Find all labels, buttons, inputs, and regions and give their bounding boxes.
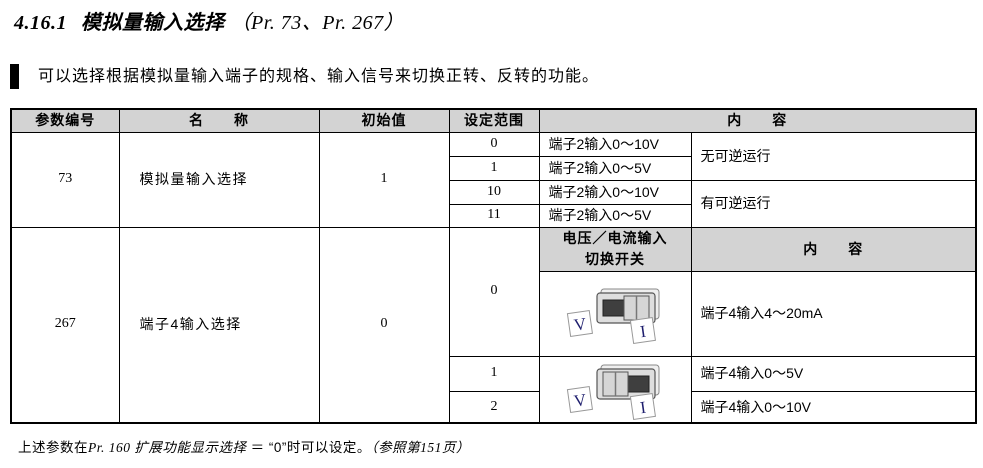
setting-value-cell: 0: [448, 131, 540, 157]
content-cell-no-reverse: 无可逆运行: [690, 131, 977, 181]
param-name-cell-267: 端子4输入选择: [118, 226, 320, 424]
subheader-switch: 电压／电流输入 切换开关: [538, 226, 692, 272]
footnote-page-reference: （参照第151页）: [370, 440, 470, 456]
header-name: 名 称: [118, 108, 320, 133]
setting-value-cell: 11: [448, 203, 540, 228]
switch-image-cell: V I: [538, 270, 692, 357]
section-parameters: （Pr. 73、Pr. 267）: [230, 12, 405, 34]
switch-image-cell: V I: [538, 355, 692, 424]
table-row: 73 模拟量输入选择 1 0 端子2输入0～10V 无可逆运行: [10, 131, 977, 228]
table-row: 11 端子2输入0～5V: [11, 203, 976, 228]
param-number-cell-73: 73: [10, 131, 120, 228]
switch-label-v: V: [573, 390, 589, 411]
setting-value-cell: 1: [448, 155, 540, 181]
initial-value-cell-267: 0: [318, 226, 450, 424]
content-cell: 端子4输入4～20mA: [690, 270, 977, 357]
table-header-row: 参数编号 名 称 初始值 设定范围 内 容: [10, 108, 977, 133]
table-row: 1 V I 端子4输入0～: [11, 355, 977, 424]
setting-value-cell: 2: [448, 390, 540, 424]
switch-label-i: I: [639, 322, 648, 342]
signal-cell: 端子2输入0～5V: [538, 203, 692, 228]
signal-cell: 端子2输入0～5V: [538, 155, 692, 181]
param-number-cell-267: 267: [10, 226, 120, 424]
header-param-number: 参数编号: [10, 108, 120, 133]
signal-cell: 端子2输入0～10V: [538, 179, 692, 205]
section-heading: 4.16.1 模拟量输入选择 （Pr. 73、Pr. 267）: [14, 6, 983, 35]
content-cell: 端子4输入0～5V: [690, 355, 977, 392]
header-setting-range: 设定范围: [448, 108, 540, 133]
footnote: 上述参数在Pr. 160 扩展功能显示选择 ＝ “0”时可以设定。（参照第151…: [18, 436, 983, 456]
footnote-part3: ＝ “0”时可以设定。: [246, 440, 371, 456]
table-row: 10 端子2输入0～10V 有可逆运行: [11, 179, 977, 228]
header-initial-value: 初始值: [318, 108, 450, 133]
header-content: 内 容: [538, 108, 977, 133]
subheader-switch-line1: 电压／电流输入: [562, 229, 668, 246]
switch-label-v: V: [573, 314, 589, 335]
paragraph-marker-bar: [10, 64, 19, 89]
voltage-current-switch-i-position-icon: V I: [566, 288, 660, 344]
subheader-switch-line2: 切换开关: [585, 251, 645, 268]
intro-block: 可以选择根据模拟量输入端子的规格、输入信号来切换正转、反转的功能。: [10, 64, 983, 89]
signal-cell: 端子2输入0～10V: [538, 131, 692, 157]
param-name-cell-73: 模拟量输入选择: [118, 131, 320, 228]
intro-text: 可以选择根据模拟量输入端子的规格、输入信号来切换正转、反转的功能。: [38, 68, 600, 85]
content-cell-reverse: 有可逆运行: [690, 179, 977, 228]
section-number: 4.16.1: [14, 12, 67, 34]
setting-value-cell: 10: [448, 179, 540, 205]
table-row: V I 端子4输入4～20mA: [11, 270, 977, 357]
content-cell: 端子4输入0～10V: [690, 390, 977, 424]
setting-value-cell: 0: [448, 226, 540, 357]
footnote-parameter-reference: Pr. 160 扩展功能显示选择: [88, 440, 247, 456]
subheader-content: 内 容: [690, 226, 977, 272]
table-row: 2 端子4输入0～10V: [11, 390, 977, 424]
voltage-current-switch-v-position-icon: V I: [566, 364, 660, 420]
switch-label-i: I: [639, 397, 648, 417]
sub-header-row: 267 端子4输入选择 0 0 电压／电流输入 切换开关 内 容: [10, 226, 977, 424]
initial-value-cell-73: 1: [318, 131, 450, 228]
footnote-part1: 上述参数在: [18, 440, 88, 456]
parameter-table: 参数编号 名 称 初始值 设定范围 内 容 73 模拟量输入选择 1 0 端子2…: [10, 108, 977, 425]
section-title: 模拟量输入选择: [81, 12, 225, 34]
setting-value-cell: 1: [448, 355, 540, 392]
